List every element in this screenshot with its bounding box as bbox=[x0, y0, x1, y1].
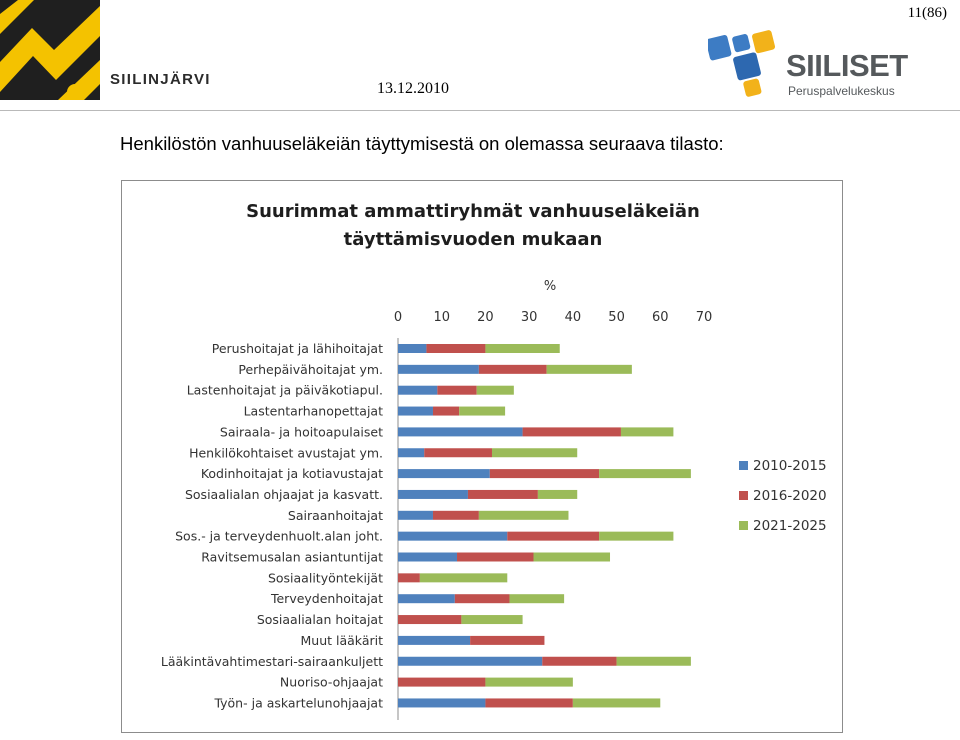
bar-segment bbox=[485, 677, 573, 687]
bar-segment bbox=[398, 385, 438, 395]
x-tick-label: 40 bbox=[565, 310, 582, 325]
bar-segment bbox=[424, 448, 492, 458]
siiliset-logo bbox=[705, 22, 788, 102]
legend-swatch bbox=[739, 461, 748, 470]
bar-segment bbox=[533, 552, 611, 562]
bar-segment bbox=[432, 406, 460, 416]
bar-segment bbox=[398, 635, 471, 645]
chart-title-line: täyttämisvuoden mukaan bbox=[344, 229, 603, 250]
bar-segment bbox=[398, 573, 420, 583]
bar-segment bbox=[478, 510, 569, 520]
category-label: Kodinhoitajat ja kotiavustajat bbox=[201, 466, 383, 481]
bar-segment bbox=[467, 489, 538, 499]
bar-segment bbox=[398, 427, 523, 437]
bar-segment bbox=[398, 448, 425, 458]
bar-segment bbox=[398, 469, 490, 479]
category-label: Henkilökohtaiset avustajat ym. bbox=[189, 445, 383, 460]
bar-segment bbox=[454, 594, 510, 604]
bar-segment bbox=[398, 615, 462, 625]
intro-text: Henkilöstön vanhuuseläkeiän täyttymisest… bbox=[120, 133, 724, 154]
bar-segment bbox=[485, 344, 560, 353]
x-tick-label: 0 bbox=[394, 310, 402, 325]
category-label: Lastentarhanopettajat bbox=[244, 404, 384, 419]
legend-swatch bbox=[739, 521, 748, 530]
bar-segment bbox=[489, 469, 600, 479]
bar-segment bbox=[620, 427, 674, 437]
x-axis-label: % bbox=[544, 279, 556, 294]
left-brand-name: SIILINJÄRVI bbox=[110, 71, 211, 88]
bar-segment bbox=[398, 531, 508, 541]
category-label: Lastenhoitajat ja päiväkotiapul. bbox=[187, 383, 383, 398]
bar-segment bbox=[478, 364, 547, 374]
bar-segment bbox=[461, 615, 523, 625]
x-tick-label: 10 bbox=[433, 310, 450, 325]
siilinjarvi-emblem-icon bbox=[0, 0, 100, 100]
bar-segment bbox=[476, 385, 514, 395]
right-brand-name: SIILISET bbox=[786, 48, 908, 83]
bar-segment bbox=[616, 656, 691, 666]
x-tick-label: 60 bbox=[652, 310, 669, 325]
bar-segment bbox=[546, 364, 632, 374]
bar-segment bbox=[398, 656, 543, 666]
legend-label: 2010-2015 bbox=[753, 458, 827, 474]
bar-segment bbox=[398, 344, 427, 353]
bar-segment bbox=[426, 344, 486, 353]
category-label: Sos.- ja terveydenhuolt.alan joht. bbox=[175, 529, 383, 544]
category-label: Sairaanhoitajat bbox=[288, 508, 383, 523]
bar-segment bbox=[398, 489, 468, 499]
category-label: Perhepäivähoitajat ym. bbox=[238, 362, 383, 377]
bar-segment bbox=[572, 698, 661, 708]
legend-label: 2021-2025 bbox=[753, 518, 827, 534]
bar-segment bbox=[485, 698, 573, 708]
legend-label: 2016-2020 bbox=[753, 488, 827, 504]
category-label: Nuoriso-ohjaajat bbox=[280, 675, 383, 690]
chart-title-line: Suurimmat ammattiryhmät vanhuuseläkeiän bbox=[246, 201, 700, 222]
siiliset-tiles-icon bbox=[705, 30, 776, 97]
bar-segment bbox=[542, 656, 617, 666]
category-label: Ravitsemusalan asiantuntijat bbox=[201, 550, 383, 565]
x-tick-label: 70 bbox=[696, 310, 713, 325]
bar-segment bbox=[398, 698, 486, 708]
x-tick-label: 50 bbox=[608, 310, 625, 325]
category-label: Sosiaalialan hoitajat bbox=[257, 612, 383, 627]
legend-swatch bbox=[739, 491, 748, 500]
bar-segment bbox=[398, 406, 433, 416]
bar-segment bbox=[491, 448, 578, 458]
category-label: Työn- ja askartelunohjaajat bbox=[213, 695, 383, 710]
bar-segment bbox=[398, 552, 458, 562]
bar-segment bbox=[537, 489, 578, 499]
category-label: Lääkintävahtimestari-sairaankuljett bbox=[161, 654, 383, 669]
category-label: Perushoitajat ja lähihoitajat bbox=[212, 341, 383, 356]
bar-segment bbox=[398, 594, 455, 604]
siilinjarvi-logo bbox=[0, 0, 100, 100]
page-number: 11(86) bbox=[907, 5, 947, 21]
document-date: 13.12.2010 bbox=[377, 80, 449, 97]
right-brand-subtitle: Peruspalvelukeskus bbox=[788, 84, 895, 98]
bar-segment bbox=[457, 552, 534, 562]
bar-segment bbox=[599, 469, 691, 479]
bar-segment bbox=[522, 427, 621, 437]
category-label: Sosiaalityöntekijät bbox=[268, 570, 383, 585]
header-divider bbox=[0, 110, 960, 111]
category-label: Muut lääkärit bbox=[301, 633, 384, 648]
bar-segment bbox=[398, 677, 486, 687]
bar-segment bbox=[398, 510, 433, 520]
bar-segment bbox=[437, 385, 477, 395]
bar-segment bbox=[419, 573, 508, 583]
x-tick-label: 20 bbox=[477, 310, 494, 325]
category-label: Sosiaalialan ohjaajat ja kasvatt. bbox=[185, 487, 383, 502]
bar-segment bbox=[507, 531, 600, 541]
bar-segment bbox=[599, 531, 674, 541]
x-tick-label: 30 bbox=[521, 310, 538, 325]
bar-segment bbox=[459, 406, 506, 416]
stacked-bar-chart: Suurimmat ammattiryhmät vanhuuseläkeiän t… bbox=[161, 201, 827, 720]
category-label: Sairaala- ja hoitoapulaiset bbox=[220, 424, 383, 439]
bar-segment bbox=[398, 364, 479, 374]
bar-segment bbox=[432, 510, 479, 520]
bar-segment bbox=[470, 635, 545, 645]
bar-segment bbox=[509, 594, 565, 604]
category-label: Terveydenhoitajat bbox=[270, 591, 383, 606]
